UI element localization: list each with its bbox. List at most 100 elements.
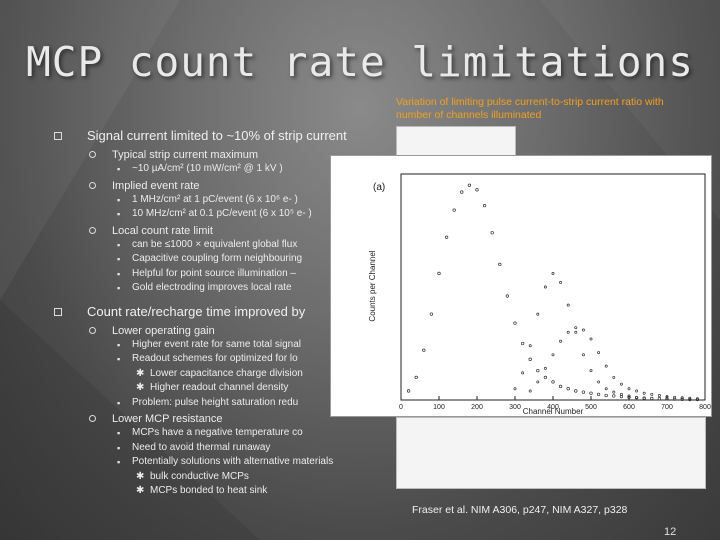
asterisk-bullet-icon: ✱ xyxy=(136,485,145,496)
data-point xyxy=(521,371,525,375)
bullet-text: Readout schemes for optimized for lo xyxy=(132,353,298,364)
bullet-text: Count rate/recharge time improved by xyxy=(87,303,306,319)
bullet-text: Helpful for point source illumination – xyxy=(132,267,296,279)
dot-bullet-icon: ▪ xyxy=(117,442,121,453)
bullet-level2: Lower MCP resistance xyxy=(54,412,394,426)
page-number: 12 xyxy=(664,526,677,538)
dot-bullet-icon: ▪ xyxy=(117,209,121,219)
count-distribution-figure: (a) Counts per Channel Channel Number 0 1… xyxy=(330,155,712,417)
bullet-text: MCPs have a negative temperature co xyxy=(132,427,303,438)
data-point xyxy=(680,396,684,400)
data-point xyxy=(650,396,654,401)
bullet-level3: ▪ can be ≤1000 × equivalent global flux xyxy=(54,238,394,253)
bullet-text: can be ≤1000 × equivalent global flux xyxy=(132,238,298,250)
bullet-text: Potentially solutions with alternative m… xyxy=(132,456,334,467)
dot-bullet-icon: ▪ xyxy=(117,354,121,364)
bullet-level3: ▪ Need to avoid thermal runaway xyxy=(54,441,394,456)
bullet-level1: Signal current limited to ~10% of strip … xyxy=(54,128,394,144)
data-point xyxy=(551,271,555,275)
data-point xyxy=(581,353,585,357)
data-point xyxy=(657,394,661,397)
data-point xyxy=(536,368,540,373)
dot-bullet-icon: ▪ xyxy=(117,164,121,174)
bullet-text: Higher event rate for same total signal xyxy=(132,338,301,350)
x-tick-label: 300 xyxy=(509,404,521,411)
bullet-level2: Typical strip current maximum xyxy=(54,148,394,162)
x-tick-label: 700 xyxy=(661,404,673,411)
asterisk-bullet-icon: ✱ xyxy=(136,367,145,379)
data-point xyxy=(688,397,692,402)
bullet-level1: Count rate/recharge time improved by xyxy=(54,304,394,320)
data-point xyxy=(528,344,532,348)
bullet-text: Lower MCP resistance xyxy=(112,413,223,425)
bullet-level3: ▪ Problem: pulse height saturation redu xyxy=(54,396,394,411)
data-point xyxy=(505,294,510,298)
dot-bullet-icon: ▪ xyxy=(117,397,121,408)
bullet-level4: ✱ bulk conductive MCPs xyxy=(54,470,394,485)
data-point xyxy=(574,330,578,334)
circle-bullet-icon xyxy=(89,181,96,189)
data-point xyxy=(589,369,593,373)
data-point xyxy=(627,394,631,398)
data-point xyxy=(559,281,563,284)
data-point xyxy=(422,348,426,352)
data-point xyxy=(604,393,608,398)
x-tick-label: 400 xyxy=(547,404,559,411)
circle-bullet-icon xyxy=(89,326,96,334)
bullet-level3: ▪ Capacitive coupling form neighbouring xyxy=(54,252,394,267)
bullet-level3: ▪ ~10 µA/cm² (10 mW/cm² @ 1 kV ) xyxy=(54,162,394,177)
bullet-text: Signal current limited to ~10% of strip … xyxy=(87,128,347,143)
slide-title: MCP count rate limitations xyxy=(26,38,694,86)
dot-bullet-icon: ▪ xyxy=(117,339,121,350)
bullet-text: Capacitive coupling form neighbouring xyxy=(132,253,303,264)
data-point xyxy=(543,285,547,289)
data-point xyxy=(612,375,616,379)
data-point xyxy=(612,394,616,398)
data-point xyxy=(672,397,677,401)
background-figure-bottom xyxy=(396,417,706,489)
bullet-level3: ▪ Gold electroding improves local rate xyxy=(54,281,394,296)
plot-frame xyxy=(400,173,706,401)
dot-bullet-icon: ▪ xyxy=(117,457,121,467)
data-point xyxy=(559,339,563,343)
dot-bullet-icon: ▪ xyxy=(117,283,121,293)
data-point xyxy=(695,397,699,401)
data-point xyxy=(551,353,555,357)
data-point xyxy=(520,341,525,346)
bullet-level2: Lower operating gain xyxy=(54,324,394,338)
data-point xyxy=(635,389,639,393)
bullet-level2: Implied event rate xyxy=(54,179,394,193)
x-axis-ticks: 0 100 200 300 400 500 600 700 800 xyxy=(399,396,711,411)
bullet-level4: ✱ Higher readout channel density xyxy=(54,381,394,396)
data-point xyxy=(566,387,570,391)
bullet-level3: ▪ 10 MHz/cm² at 0.1 pC/event (6 x 10⁵ e-… xyxy=(54,207,394,222)
data-point xyxy=(490,231,494,235)
data-point xyxy=(558,384,563,389)
dot-bullet-icon: ▪ xyxy=(117,428,121,438)
data-point xyxy=(498,262,502,267)
data-point xyxy=(460,190,464,194)
dot-bullet-icon: ▪ xyxy=(117,194,121,205)
bullet-text: Gold electroding improves local rate xyxy=(132,282,292,293)
data-point xyxy=(604,387,608,391)
bullet-level3: ▪ Helpful for point source illumination … xyxy=(54,267,394,282)
data-point xyxy=(574,326,578,330)
y-axis-label: Counts per Channel xyxy=(368,250,377,321)
data-point xyxy=(528,389,532,393)
bullet-level3: ▪ MCPs have a negative temperature co xyxy=(54,426,394,441)
bullet-level3: ▪ Potentially solutions with alternative… xyxy=(54,455,394,470)
data-points xyxy=(406,183,700,402)
dot-bullet-icon: ▪ xyxy=(117,239,121,250)
data-point xyxy=(543,375,548,380)
data-point xyxy=(566,303,570,307)
bullet-text: ~10 µA/cm² (10 mW/cm² @ 1 kV ) xyxy=(132,163,283,174)
square-bullet-icon xyxy=(54,307,62,316)
data-point xyxy=(657,396,662,401)
data-point xyxy=(665,395,669,399)
x-axis-label: Channel Number xyxy=(523,407,584,416)
bullet-text: bulk conductive MCPs xyxy=(150,470,249,482)
data-point xyxy=(642,396,646,400)
bullet-level4: ✱ MCPs bonded to heat sink xyxy=(54,484,394,499)
data-point xyxy=(680,397,684,401)
circle-bullet-icon xyxy=(89,415,96,422)
